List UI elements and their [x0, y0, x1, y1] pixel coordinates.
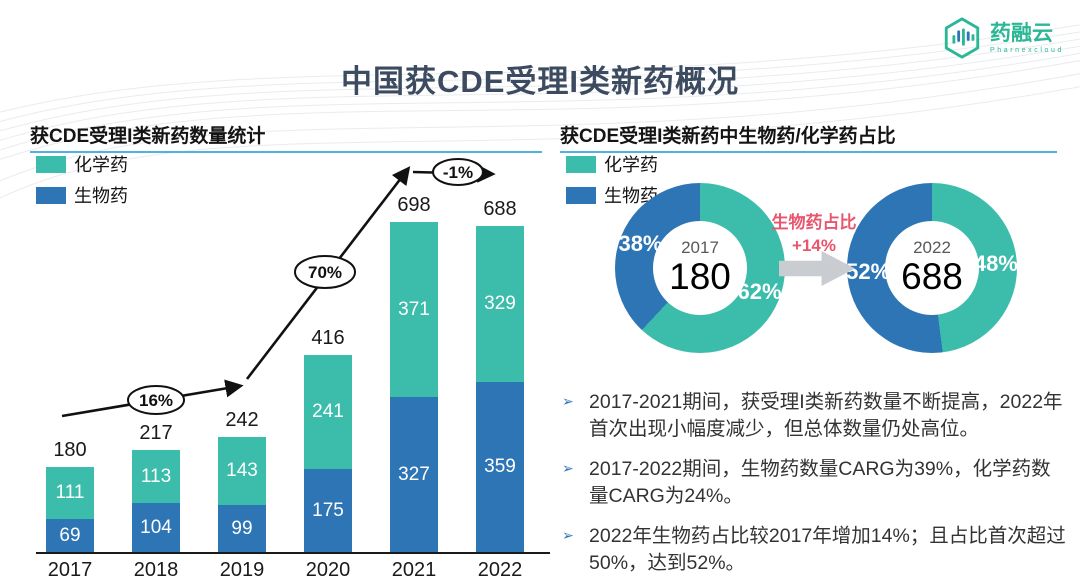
legend-label: 化学药 [604, 155, 658, 175]
bar-segment-biological: 104 [132, 503, 180, 552]
segment-value: 359 [484, 456, 516, 477]
change-label: 生物药占比 [771, 213, 857, 232]
change-value: +14% [792, 235, 836, 255]
bullet-arrow-icon: ➢ [562, 526, 574, 543]
legend-label: 化学药 [74, 155, 128, 175]
segment-value: 327 [398, 463, 430, 485]
legend-label: 生物药 [604, 186, 658, 206]
bar-segment-biological: 99 [218, 505, 266, 552]
x-axis-label: 2018 [133, 559, 179, 581]
logo-subtitle: Pharnexcloud [989, 46, 1064, 54]
x-axis-label: 2021 [391, 559, 437, 581]
page-title: 中国获CDE受理I类新药概况 [340, 64, 740, 99]
segment-value: 104 [140, 516, 172, 538]
logo-hexagon-icon [944, 17, 980, 59]
background-decoration [0, 24, 1080, 199]
bar-total-label: 242 [225, 409, 259, 431]
bullet-arrow-icon: ➢ [562, 393, 574, 409]
bar-total-label: 180 [53, 439, 87, 461]
donut-total: 180 [669, 255, 731, 297]
bar-segment-biological: 175 [304, 469, 352, 552]
bar-segment-chemical: 143 [218, 437, 266, 505]
segment-value: 241 [312, 401, 344, 422]
chemical-swatch [566, 155, 596, 173]
legend-item-chemical: 化学药 [566, 151, 658, 177]
biological-swatch [566, 186, 596, 204]
bar-segment-biological: 69 [46, 519, 94, 552]
donut-chart-2022: 2022 688 48% 52% [846, 183, 1018, 353]
bar-segment-chemical: 371 [390, 222, 438, 397]
slice-percent-label: 38% [618, 231, 663, 257]
segment-value: 69 [59, 524, 81, 546]
bar-2020: 175 241 416 2020 [304, 170, 352, 581]
bullet-2: ➢ 2017-2022期间，生物药数量CARG为39%，化学药数量CARG为24… [562, 456, 1066, 510]
bar-segment-chemical: 113 [132, 450, 180, 503]
donut-chart-2017: 2017 180 62% 38% [615, 183, 785, 353]
chemical-swatch [36, 155, 66, 173]
biological-swatch [36, 186, 66, 204]
bullet-text: 2017-2021期间，获受理I类新药数量不断提高，2022年首次出现小幅度减少… [589, 391, 1063, 440]
segment-value: 143 [226, 460, 258, 481]
legend-item-biological: 生物药 [566, 182, 658, 208]
segment-value: 175 [312, 499, 344, 521]
segment-value: 113 [140, 465, 172, 487]
segment-value: 99 [231, 517, 253, 539]
bar-2019: 99 143 242 2019 [218, 170, 266, 581]
slice-percent-label: 48% [973, 250, 1018, 276]
bullet-arrow-icon: ➢ [562, 459, 574, 476]
donut-charts: 2017 180 62% 38% 2022 688 48% 52% [560, 175, 1060, 370]
bar-segment-biological: 327 [390, 397, 438, 552]
donut-center: 2022 688 [885, 221, 979, 315]
bar-2022: 359 329 688 2022 [476, 170, 524, 581]
segment-value: 111 [55, 482, 85, 503]
legend-item-chemical: 化学药 [36, 151, 128, 177]
bar-2018: 104 113 217 2018 [132, 170, 180, 581]
right-chart-header: 获CDE受理I类新药中生物药/化学药占比 [560, 121, 1057, 153]
change-annotation: 生物药占比 +14% [752, 212, 876, 258]
legend-item-biological: 生物药 [36, 182, 128, 208]
slice-percent-label: 62% [737, 278, 782, 304]
bar-segment-chemical: 329 [476, 226, 524, 382]
segment-value: 329 [484, 293, 516, 314]
left-chart-header: 获CDE受理I类新药数量统计 [30, 121, 542, 153]
slice-percent-label: 52% [846, 259, 891, 285]
donut-year: 2017 [681, 238, 719, 258]
x-axis-label: 2022 [477, 559, 523, 581]
donut-total: 688 [901, 255, 963, 297]
left-chart-legend: 化学药 生物药 [36, 151, 128, 208]
insight-bullets: ➢ 2017-2021期间，获受理I类新药数量不断提高，2022年首次出现小幅度… [562, 389, 1066, 585]
bullet-1: ➢ 2017-2021期间，获受理I类新药数量不断提高，2022年首次出现小幅度… [562, 389, 1066, 443]
x-axis-label: 2020 [305, 559, 351, 581]
logo-name: 药融云 [989, 21, 1053, 45]
bar-total-label: 416 [311, 327, 345, 349]
bar-2017: 69 111 180 2017 [46, 170, 94, 581]
bar-segment-chemical: 111 [46, 467, 94, 519]
bar-segment-biological: 359 [476, 382, 524, 552]
bar-total-label: 698 [397, 194, 431, 216]
x-axis-label: 2019 [219, 559, 265, 581]
donut-center: 2017 180 [653, 221, 747, 315]
legend-label: 生物药 [74, 186, 128, 206]
bullet-3: ➢ 2022年生物药占比较2017年增加14%；且占比首次超过50%，达到52%… [562, 523, 1066, 577]
logo: 药融云 Pharnexcloud [941, 16, 1064, 60]
right-chart-legend: 化学药 生物药 [566, 151, 658, 208]
bar-segment-chemical: 241 [304, 355, 352, 469]
segment-value: 371 [398, 298, 430, 320]
donut-year: 2022 [913, 238, 951, 258]
stacked-bar-chart: 69 111 180 2017 104 113 217 2018 99 143 242 2019 175… [36, 170, 550, 581]
bullet-text: 2022年生物药占比较2017年增加14%；且占比首次超过50%，达到52%。 [589, 524, 1066, 574]
bar-2021: 327 371 698 2021 [390, 170, 438, 581]
bullet-text: 2017-2022期间，生物药数量CARG为39%，化学药数量CARG为24%。 [589, 457, 1051, 507]
bar-total-label: 688 [483, 198, 517, 220]
x-axis-label: 2017 [47, 559, 93, 581]
bar-total-label: 217 [139, 422, 173, 444]
